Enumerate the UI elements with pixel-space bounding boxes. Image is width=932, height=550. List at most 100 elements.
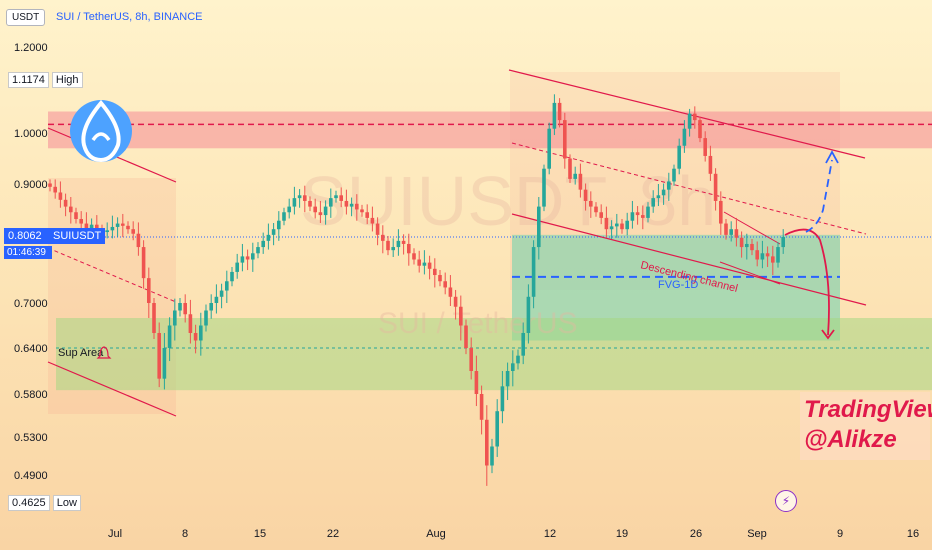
current-symbol-label: SUIUSDT (49, 228, 106, 244)
candle-body (667, 181, 671, 190)
candle-body (417, 259, 421, 266)
candle-body (308, 200, 312, 207)
candle-body (292, 198, 297, 207)
candle-body (230, 271, 234, 282)
candle-body (630, 212, 635, 221)
candle-body (157, 333, 161, 379)
candle-body (136, 233, 141, 248)
candle-body (615, 223, 619, 227)
candle-body (635, 212, 640, 216)
candle-body (755, 250, 759, 260)
candle-body (521, 333, 525, 356)
candle-body (760, 253, 765, 260)
candle-body (552, 102, 557, 129)
candle-body (448, 287, 453, 297)
high-price-value: 1.1174 (8, 72, 49, 88)
candle-body (95, 224, 99, 230)
candle-body (604, 217, 609, 230)
left-channel-bottom (47, 361, 177, 417)
candle-body (485, 419, 489, 466)
candle-body (162, 348, 167, 379)
candle-body (287, 206, 291, 213)
candle-body (422, 262, 427, 266)
candle-body (542, 168, 546, 207)
candle-body (329, 198, 333, 207)
candle-body (412, 253, 416, 260)
candle-body (739, 237, 744, 248)
candle-body (771, 256, 775, 263)
candle-body (589, 200, 593, 207)
candle-body (188, 314, 193, 333)
candle-body (271, 229, 276, 235)
candle-body (516, 355, 520, 364)
lightning-icon[interactable]: ⚡ (775, 490, 797, 512)
candle-body (729, 229, 733, 235)
y-tick-label: 0.7000 (14, 298, 48, 310)
candle-body (225, 281, 229, 291)
candle-body (781, 237, 785, 248)
candle-body (693, 113, 697, 121)
candle-body (490, 446, 494, 466)
candle-body (708, 155, 713, 174)
candle-body (245, 256, 250, 260)
candle-body (776, 247, 780, 263)
candle-body (69, 206, 73, 213)
bar-countdown-timer: 01:46:39 (4, 246, 52, 259)
sup-area-label: Sup Area (58, 347, 104, 359)
y-axis: 1.2000 1.0000 0.9000 0.7000 0.6400 0.5800 0.53… (14, 42, 48, 482)
low-price-label: 0.4625 Low (8, 495, 81, 511)
candle-body (48, 183, 52, 187)
candle-body (251, 253, 255, 260)
candle-body (594, 206, 598, 213)
candle-body (469, 348, 473, 371)
y-tick-label: 0.5800 (14, 389, 48, 401)
candle-body (750, 243, 754, 251)
candle-body (89, 224, 94, 229)
candle-body (407, 243, 411, 254)
fvg-label: FVG-1D (658, 279, 698, 291)
candle-body (152, 303, 156, 333)
candle-body (360, 209, 364, 213)
projection-up-arrowhead (825, 150, 839, 164)
candle-body (370, 217, 375, 224)
candle-body (646, 206, 650, 218)
candle-body (282, 212, 286, 221)
candle-body (79, 219, 83, 224)
candle-body (110, 226, 115, 231)
x-tick-label: 12 (544, 528, 556, 540)
candle-body (661, 189, 666, 196)
candle-body (173, 310, 177, 326)
sui-logo-icon (70, 100, 132, 162)
candle-body (479, 394, 484, 420)
watermark-name: SUI / TetherUS (378, 307, 578, 340)
candle-body (563, 120, 567, 159)
candle-body (167, 325, 172, 348)
candle-body (381, 234, 385, 241)
candle-body (531, 247, 536, 297)
projection-down-arrowhead (821, 329, 835, 340)
y-tick-label: 1.2000 (14, 42, 48, 54)
x-axis: Jul 8 15 22 Aug 12 19 26 Sep 9 16 (108, 528, 919, 540)
currency-button[interactable]: USDT (6, 9, 46, 26)
y-tick-label: 0.6400 (14, 343, 48, 355)
candle-body (297, 195, 302, 199)
candle-body (115, 223, 120, 227)
candle-body (599, 212, 603, 218)
candle-body (131, 229, 135, 234)
candle-body (126, 225, 130, 230)
candle-body (53, 186, 57, 193)
right-channel-top (508, 69, 866, 159)
x-tick-label: Jul (108, 528, 122, 540)
candle-body (537, 206, 541, 248)
candle-body (677, 145, 681, 169)
y-tick-label: 0.9000 (14, 179, 48, 191)
y-tick-label: 0.4900 (14, 470, 48, 482)
candle-body (573, 173, 577, 179)
candle-body (687, 113, 692, 129)
candle-body (651, 198, 655, 207)
x-tick-label: 9 (837, 528, 843, 540)
candle-body (209, 303, 213, 311)
x-tick-label: 26 (690, 528, 702, 540)
